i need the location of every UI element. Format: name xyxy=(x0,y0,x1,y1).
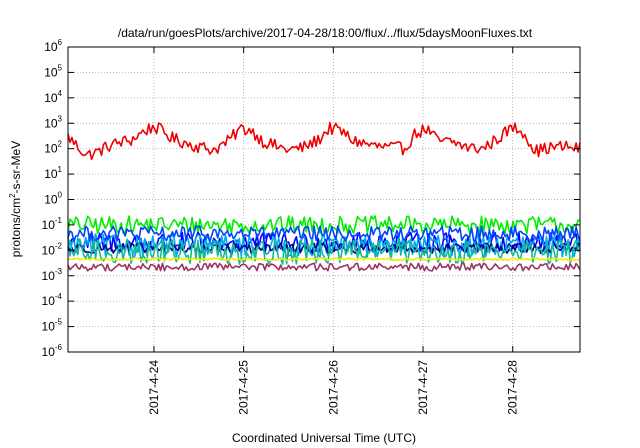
y-tick-label: 10-2 xyxy=(42,241,63,257)
y-tick-label: 10-6 xyxy=(42,343,63,359)
x-tick-label: 2017-4-24 xyxy=(147,360,161,415)
y-tick-label: 102 xyxy=(44,140,62,156)
y-tick-label: 106 xyxy=(44,38,62,54)
y-tick-label: 101 xyxy=(44,165,62,181)
series-line xyxy=(67,257,581,262)
y-axis-label-exponent: 2 xyxy=(8,193,17,198)
y-tick-label: 100 xyxy=(44,191,62,207)
y-axis-label-unit: -s-sr-MeV xyxy=(9,141,23,194)
y-tick-label: 10-1 xyxy=(42,216,63,232)
x-tick-label: 2017-4-27 xyxy=(416,360,430,415)
series-line xyxy=(67,121,581,161)
axes: 10-6 10-5 10-4 10-3 10-2 10-1 100 101 102 103 104 1… xyxy=(42,38,580,415)
series-layer xyxy=(67,121,581,272)
y-tick-label: 103 xyxy=(44,114,62,130)
chart-title: /data/run/goesPlots/archive/2017-04-28/1… xyxy=(118,26,533,40)
y-axis-label: protons/cm2-s-sr-MeV xyxy=(8,141,23,257)
y-tick-label: 104 xyxy=(44,89,62,105)
series-line xyxy=(67,242,581,255)
y-tick-label: 10-5 xyxy=(42,318,63,334)
series-line xyxy=(67,238,581,265)
y-axis-label-main: protons/cm xyxy=(9,198,23,257)
y-tick-label: 105 xyxy=(44,63,62,79)
x-tick-label: 2017-4-25 xyxy=(237,360,251,415)
x-axis-label: Coordinated Universal Time (UTC) xyxy=(232,431,416,445)
series-line xyxy=(67,225,581,243)
y-tick-label: 10-3 xyxy=(42,267,63,283)
grid xyxy=(68,47,580,352)
x-tick-label: 2017-4-28 xyxy=(506,360,520,415)
y-tick-label: 10-4 xyxy=(42,292,63,308)
x-tick-label: 2017-4-26 xyxy=(326,360,340,415)
series-line xyxy=(67,262,581,272)
